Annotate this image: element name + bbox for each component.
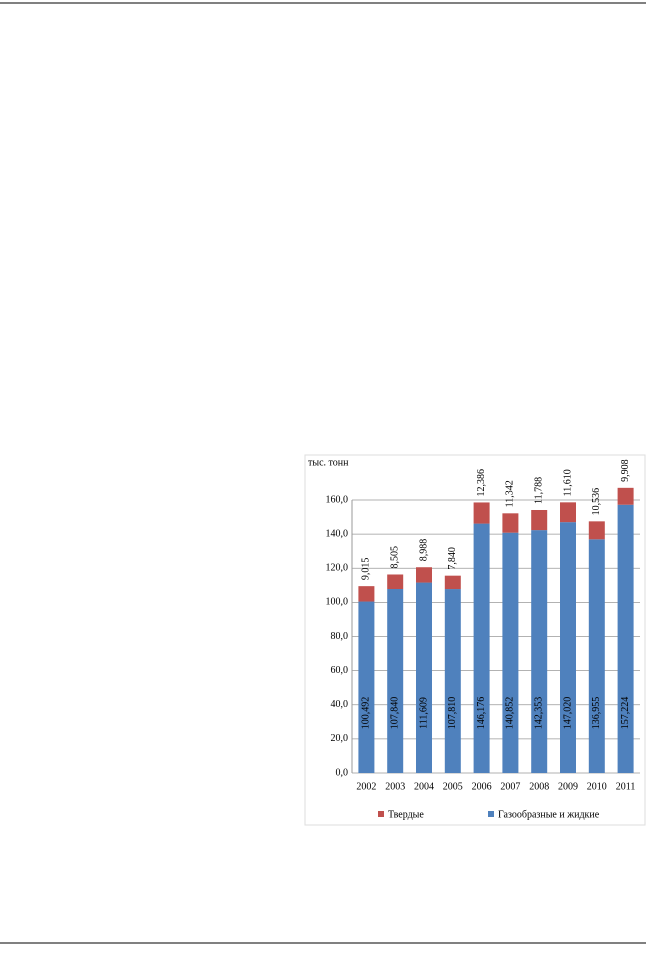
- data-label: 100,492: [361, 697, 372, 730]
- data-label: 140,852: [505, 697, 516, 730]
- y-tick-label: 160,0: [326, 494, 349, 505]
- data-label: 9,908: [620, 459, 631, 482]
- y-tick-label: 140,0: [326, 528, 349, 539]
- y-tick-label: 60,0: [331, 665, 349, 676]
- x-tick-label: 2006: [472, 781, 492, 792]
- bar-segment: [502, 532, 519, 773]
- x-tick-label: 2008: [529, 781, 549, 792]
- data-label: 9,015: [361, 558, 372, 581]
- bar-segment: [560, 522, 576, 773]
- legend-swatch: [378, 811, 384, 817]
- x-tick-label: 2005: [443, 781, 463, 792]
- legend-label: Твердые: [388, 809, 424, 820]
- data-label: 142,353: [533, 697, 544, 730]
- bar-segment: [416, 567, 432, 583]
- y-axis-label: тыс. тонн: [308, 457, 349, 468]
- bar-segment: [588, 539, 605, 773]
- legend-label: Газообразные и жидкие: [498, 809, 600, 820]
- chart-frame: [304, 454, 646, 826]
- legend-swatch: [488, 811, 494, 817]
- bar-segment: [416, 582, 432, 773]
- data-label: 146,176: [476, 697, 487, 730]
- bar-segment: [444, 589, 461, 773]
- x-tick-label: 2007: [500, 781, 520, 792]
- bar-segment: [387, 588, 404, 773]
- data-label: 11,342: [505, 480, 516, 507]
- y-tick-label: 40,0: [331, 699, 349, 710]
- y-tick-label: 0,0: [336, 767, 349, 778]
- data-label: 157,224: [620, 697, 631, 730]
- bar-segment: [444, 575, 461, 590]
- x-tick-label: 2010: [587, 781, 607, 792]
- data-label: 11,788: [533, 477, 544, 504]
- data-label: 10,536: [591, 488, 602, 516]
- x-tick-label: 2003: [385, 781, 405, 792]
- bar-segment: [531, 509, 548, 531]
- data-label: 107,810: [447, 697, 458, 730]
- data-label: 8,988: [418, 539, 429, 562]
- data-label: 136,955: [591, 697, 602, 730]
- data-label: 12,386: [476, 469, 487, 497]
- x-tick-label: 2009: [558, 781, 578, 792]
- bar-segment: [588, 521, 605, 540]
- bar-segment: [502, 513, 519, 533]
- y-tick-label: 100,0: [326, 597, 349, 608]
- bar-segment: [358, 586, 375, 602]
- y-tick-label: 20,0: [331, 733, 349, 744]
- bar-segment: [387, 574, 404, 589]
- bar-segment: [531, 530, 548, 773]
- data-label: 11,610: [562, 469, 573, 496]
- y-tick-label: 120,0: [326, 563, 349, 574]
- data-label: 111,609: [418, 697, 429, 729]
- x-tick-label: 2002: [356, 781, 376, 792]
- bar-segment: [617, 504, 634, 773]
- data-label: 7,840: [447, 547, 458, 570]
- bar-segment: [560, 502, 576, 523]
- x-tick-label: 2004: [414, 781, 434, 792]
- bar-segment: [358, 601, 375, 773]
- data-label: 8,505: [389, 546, 400, 569]
- bar-segment: [617, 487, 634, 505]
- data-label: 107,840: [389, 697, 400, 730]
- x-tick-label: 2011: [616, 781, 636, 792]
- bar-segment: [473, 502, 490, 524]
- bar-segment: [473, 523, 490, 773]
- y-tick-label: 80,0: [331, 631, 349, 642]
- data-label: 147,020: [562, 697, 573, 730]
